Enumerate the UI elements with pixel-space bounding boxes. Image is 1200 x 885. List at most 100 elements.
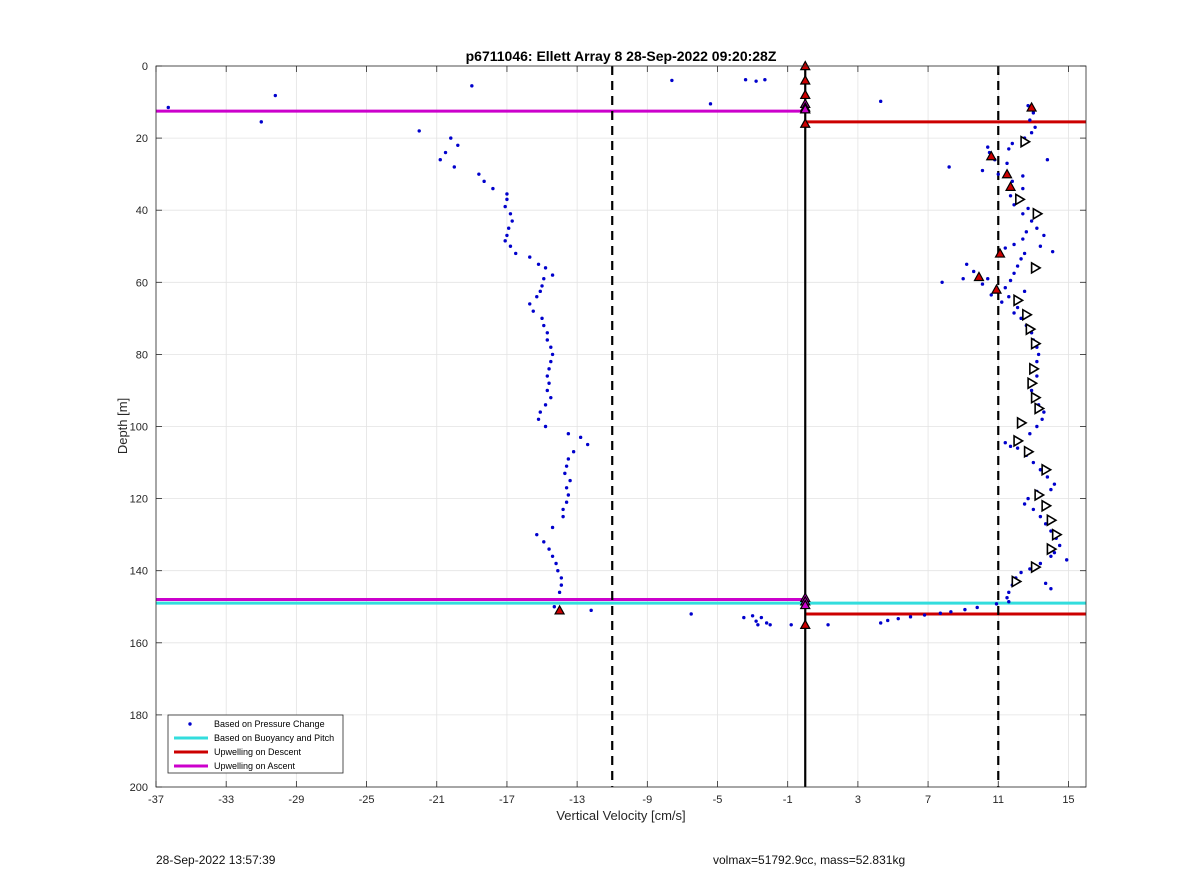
upwelling-ascent-marker [1046, 542, 1058, 556]
pressure-change-point [564, 486, 569, 490]
legend-swatch [188, 722, 192, 726]
pressure-change-point [1043, 581, 1048, 586]
y-tick-label: 80 [136, 349, 148, 361]
pressure-change-point [505, 233, 509, 238]
pressure-change-point [449, 136, 453, 140]
pressure-change-point [1021, 186, 1025, 191]
x-tick-label: -21 [429, 794, 445, 806]
pressure-change-point [589, 608, 593, 613]
pressure-change-point [1049, 487, 1053, 492]
pressure-change-point [1012, 311, 1016, 315]
pressure-change-point [1010, 141, 1015, 146]
pressure-change-point [1021, 237, 1025, 241]
pressure-change-point [542, 276, 546, 281]
pressure-change-point [1007, 295, 1011, 299]
pressure-change-point [961, 276, 965, 281]
pressure-change-point [1038, 514, 1043, 519]
pressure-change-point [1007, 590, 1011, 595]
pressure-change-point [1000, 300, 1004, 304]
pressure-change-point [949, 610, 953, 614]
upwelling-marker [994, 247, 1006, 258]
pressure-change-point [763, 77, 767, 82]
pressure-change-point [980, 168, 985, 173]
pressure-change-point [259, 120, 263, 124]
pressure-change-point [938, 611, 943, 615]
pressure-change-point [482, 179, 486, 184]
pressure-change-point [566, 493, 571, 497]
pressure-change-point [531, 309, 535, 313]
pressure-change-point [1040, 417, 1044, 421]
pressure-change-point [568, 478, 572, 483]
pressure-change-point [922, 613, 927, 617]
upwelling-marker [799, 60, 811, 71]
x-tick-label: -5 [713, 794, 723, 806]
pressure-change-point [273, 93, 278, 98]
pressure-change-point [670, 78, 674, 83]
axis-ticks: -37 -33 -29 -25 -21 -17 -13 -9 -5 -1 3 7 11 150204060… [130, 61, 1086, 806]
pressure-change-point [971, 269, 976, 274]
pressure-change-point [514, 251, 518, 256]
pressure-change-point [1029, 219, 1034, 223]
pressure-change-point [166, 105, 170, 110]
y-tick-label: 180 [130, 710, 148, 722]
pressure-change-point [1050, 249, 1055, 254]
upwelling-ascent-marker [1013, 293, 1025, 307]
pressure-change-point [878, 99, 883, 104]
pressure-change-point [1008, 278, 1013, 283]
x-tick-label: -1 [783, 794, 793, 806]
y-tick-label: 40 [136, 205, 148, 217]
upwelling-ascent-marker [1016, 416, 1028, 430]
pressure-change-point [759, 615, 764, 620]
upwelling-ascent-marker [1051, 528, 1063, 542]
pressure-change-point [886, 618, 890, 623]
pressure-change-point [1026, 206, 1030, 211]
legend-label: Based on Buoyancy and Pitch [214, 733, 334, 743]
y-tick-label: 60 [136, 277, 148, 289]
upwelling-ascent-marker [1022, 308, 1033, 322]
pressure-change-point [1008, 444, 1013, 449]
pressure-change-point [535, 295, 539, 299]
pressure-change-point [1035, 424, 1039, 429]
upwelling-marker [985, 150, 997, 161]
pressure-change-point [535, 532, 539, 537]
y-tick-label: 140 [130, 566, 148, 578]
pressure-change-point [689, 612, 693, 616]
pressure-change-point [1038, 468, 1043, 472]
pressure-change-point [1064, 558, 1069, 562]
footer-info: volmax=51792.9cc, mass=52.831kg [713, 853, 906, 867]
pressure-change-point [557, 590, 562, 595]
pressure-change-point [540, 284, 544, 288]
pressure-change-point [554, 561, 558, 566]
upwelling-marker [799, 599, 811, 610]
pressure-change-point [561, 514, 565, 519]
pressure-change-point [1022, 251, 1027, 256]
pressure-change-point [1022, 289, 1027, 294]
pressure-change-point [540, 316, 544, 321]
pressure-change-point [1045, 158, 1050, 162]
pressure-change-point [994, 602, 999, 606]
data-points [166, 60, 1069, 629]
upwelling-marker [990, 283, 1003, 294]
pressure-change-point [547, 547, 551, 551]
y-tick-label: 200 [130, 782, 148, 794]
pressure-change-point [1007, 600, 1011, 604]
pressure-change-point [1026, 103, 1030, 108]
upwelling-ascent-marker [1041, 499, 1053, 513]
pressure-change-point [1019, 257, 1023, 261]
pressure-change-point [547, 381, 551, 385]
x-tick-label: -29 [288, 794, 304, 806]
pressure-change-point [1007, 147, 1011, 151]
upwelling-marker [1001, 168, 1013, 179]
pressure-change-point [443, 150, 448, 155]
upwelling-ascent-marker [1032, 207, 1044, 221]
pressure-change-point [947, 165, 951, 169]
footer-timestamp: 28-Sep-2022 13:57:39 [156, 853, 276, 867]
upwelling-ascent-marker [1015, 192, 1026, 206]
pressure-change-point [743, 77, 748, 82]
pressure-change-point [1052, 482, 1057, 486]
pressure-change-point [986, 276, 990, 281]
pressure-change-point [566, 432, 571, 436]
pressure-change-point [1043, 522, 1048, 526]
upwelling-ascent-marker [1034, 488, 1046, 502]
x-tick-label: -33 [218, 794, 234, 806]
